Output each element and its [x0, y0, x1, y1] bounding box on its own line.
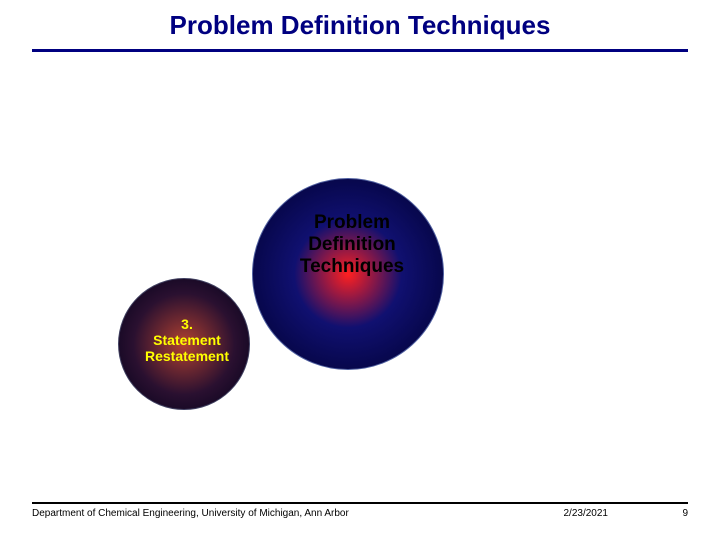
title-bar: Problem Definition Techniques	[0, 10, 720, 41]
footer: Department of Chemical Engineering, Univ…	[32, 508, 688, 528]
footer-page-number: 9	[682, 508, 688, 519]
central-disc-label: ProblemDefinitionTechniques	[294, 212, 410, 278]
footer-department: Department of Chemical Engineering, Univ…	[32, 508, 349, 519]
small-disc-label: 3.StatementRestatement	[129, 316, 245, 364]
slide-title: Problem Definition Techniques	[170, 10, 551, 40]
footer-rule	[32, 502, 688, 504]
title-rule	[32, 49, 688, 52]
slide: Problem Definition Techniques ProblemDef…	[0, 0, 720, 540]
footer-date: 2/23/2021	[564, 508, 609, 519]
